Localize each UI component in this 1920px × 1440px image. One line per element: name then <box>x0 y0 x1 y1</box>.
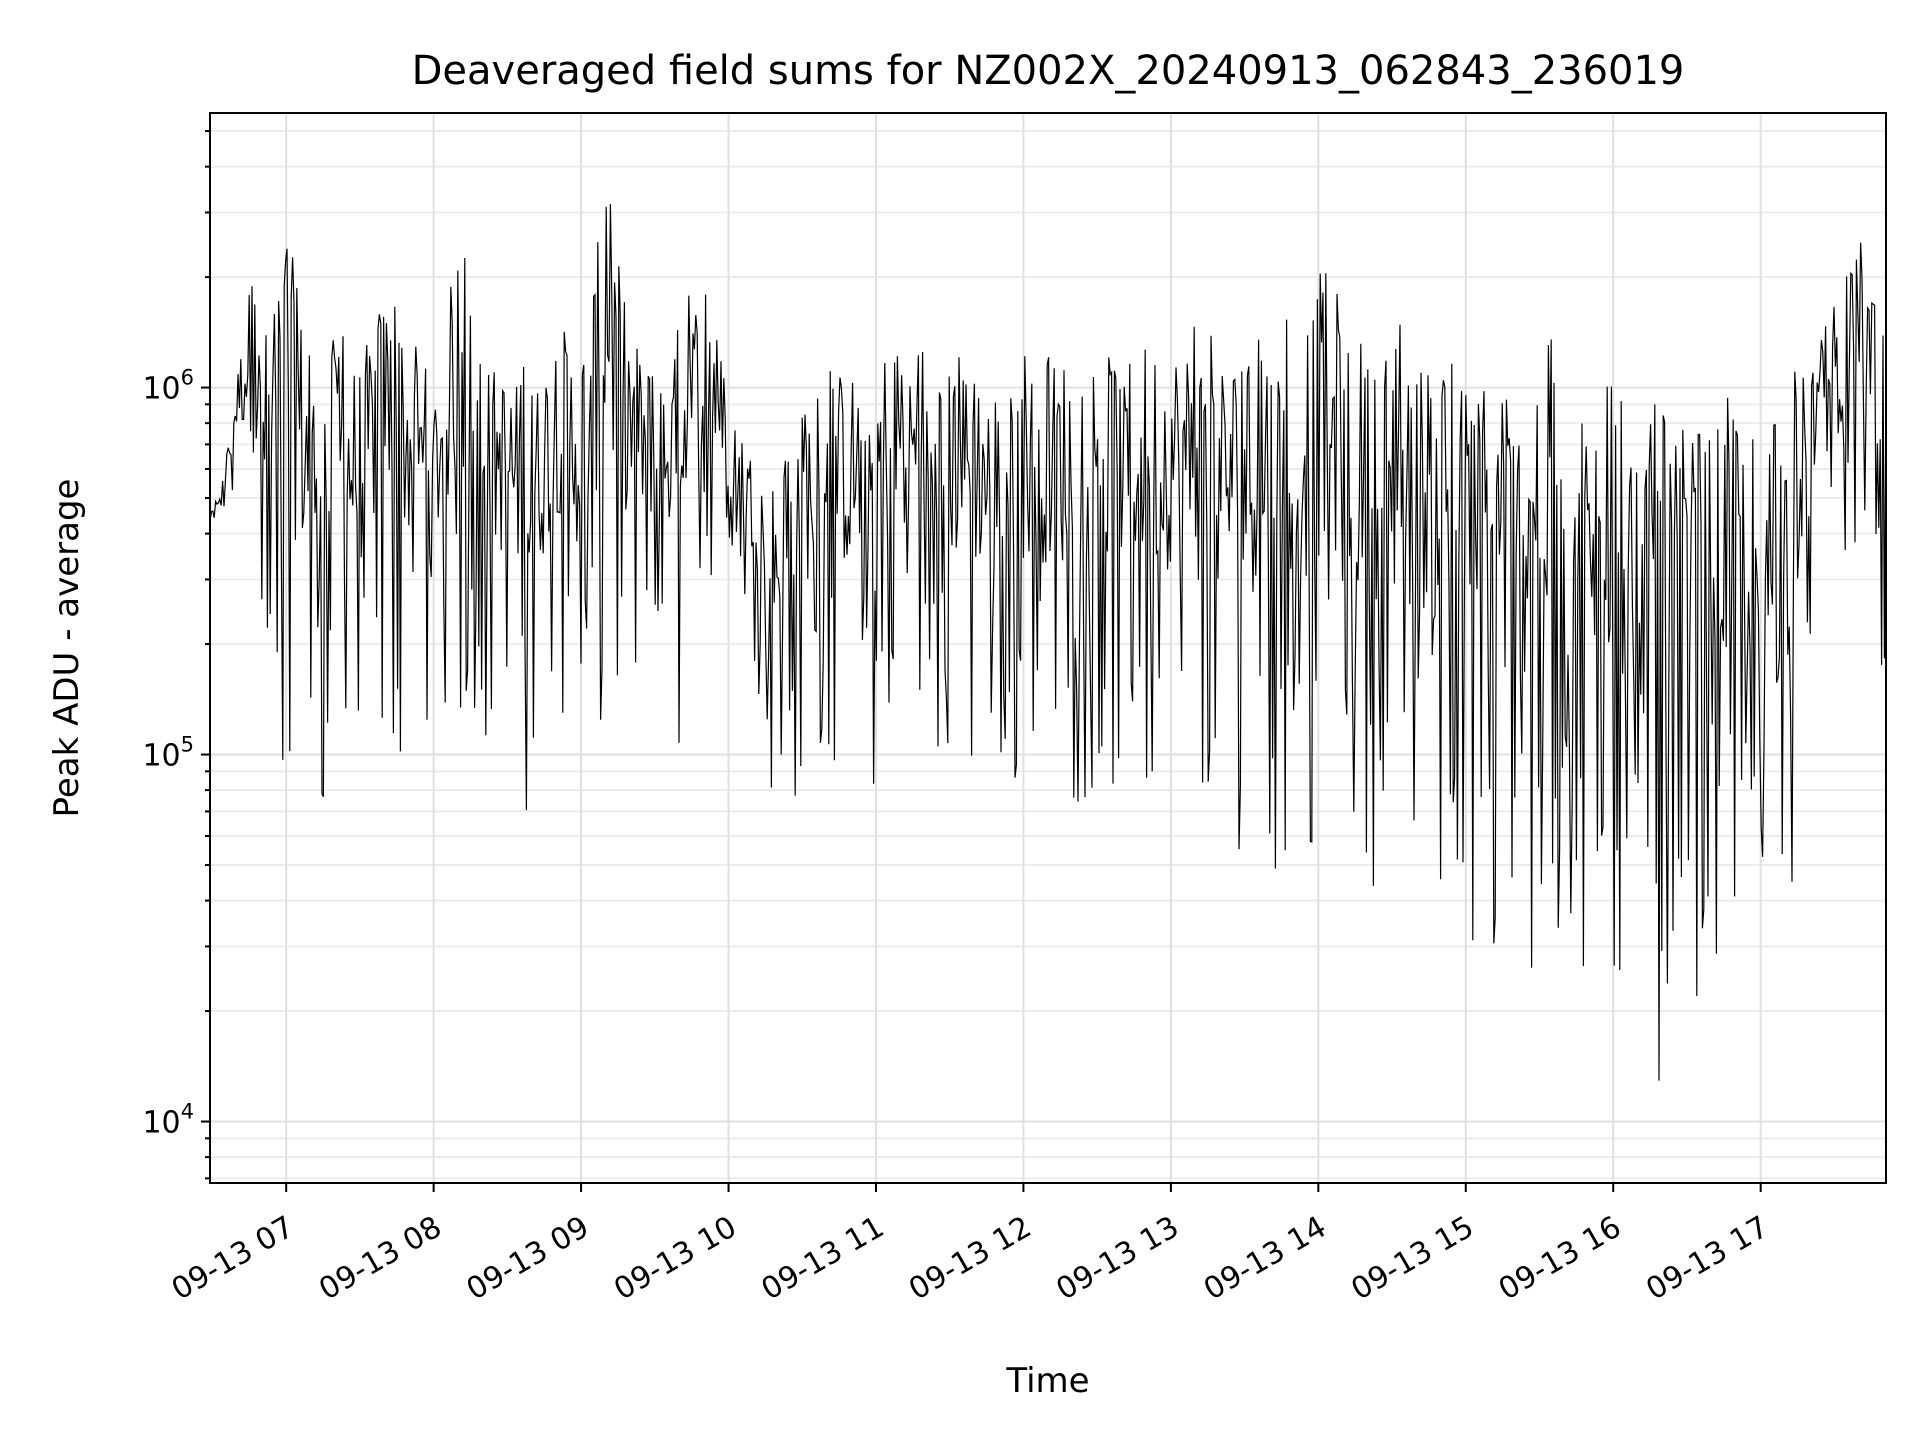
y-tick-label: 104 <box>142 1100 194 1141</box>
chart-title: Deaveraged field sums for NZ002X_2024091… <box>412 48 1685 94</box>
series-group <box>209 204 1887 1081</box>
y-tick-label: 105 <box>142 733 194 774</box>
y-axis: 104 105 106 <box>142 130 210 1180</box>
y-tick-label: 106 <box>142 366 194 407</box>
y-axis-label: Peak ADU - average <box>47 479 87 818</box>
series-line <box>209 204 1887 1081</box>
plot-frame <box>209 112 1887 1184</box>
x-axis-label: Time <box>1005 1361 1089 1401</box>
